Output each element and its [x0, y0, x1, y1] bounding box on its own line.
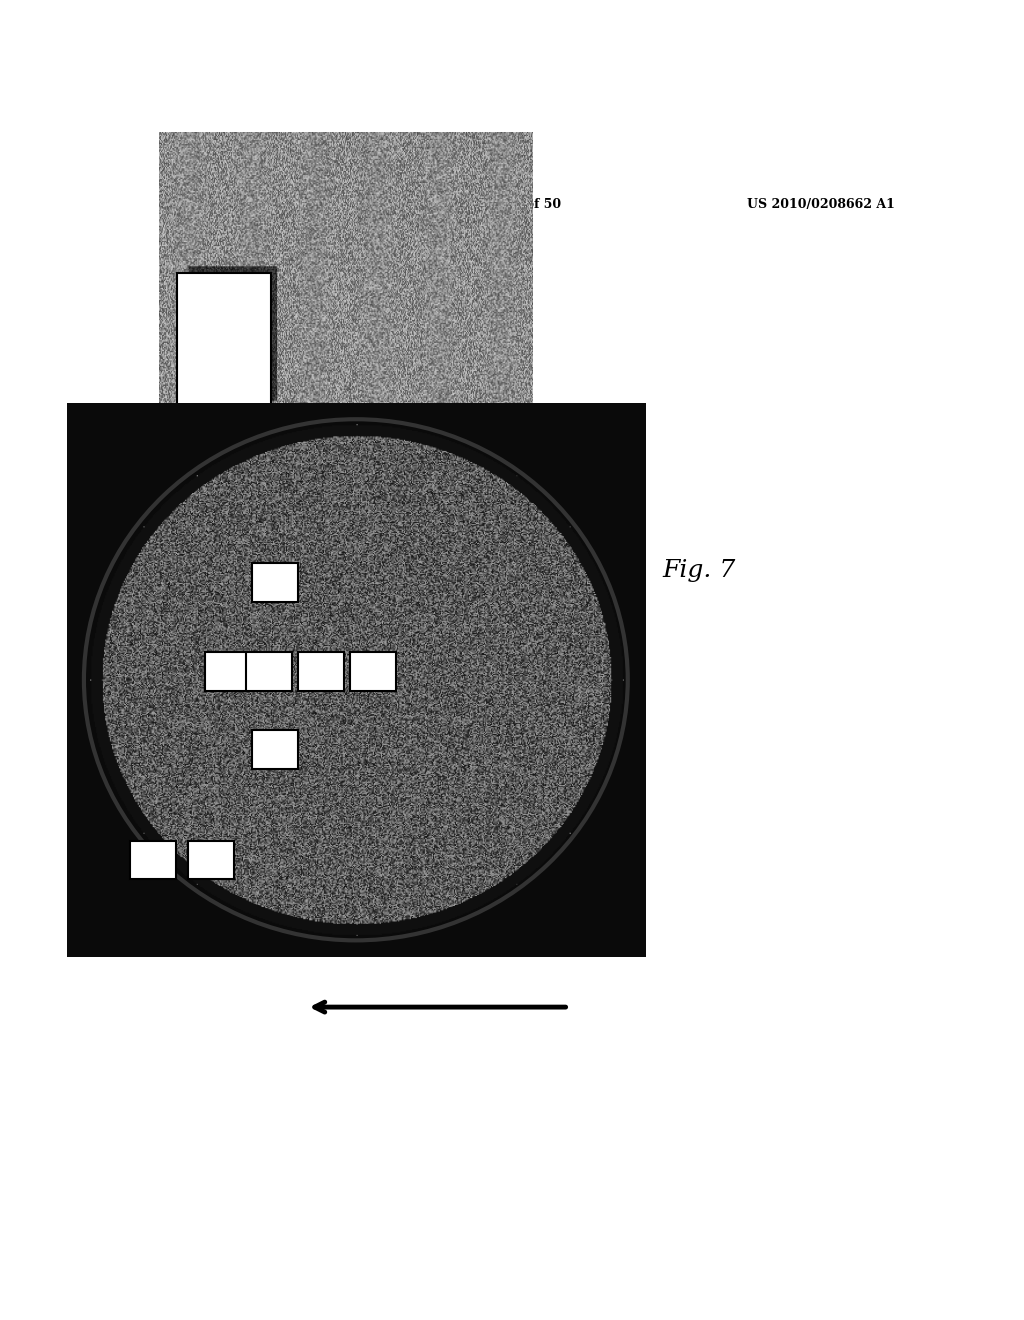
Bar	[350, 652, 396, 690]
Bar	[252, 564, 298, 602]
Bar	[177, 273, 270, 414]
Text: Fig. 7: Fig. 7	[663, 558, 736, 582]
Bar	[188, 841, 234, 879]
Text: Patent Application Publication: Patent Application Publication	[191, 198, 407, 211]
Text: You are here but you become locally connected there: You are here but you become locally conn…	[567, 450, 585, 883]
Text: US 2010/0208662 A1: US 2010/0208662 A1	[748, 198, 895, 211]
Bar	[130, 841, 176, 879]
Bar	[252, 730, 298, 768]
Text: Aug. 19, 2010  Sheet 7 of 50: Aug. 19, 2010 Sheet 7 of 50	[361, 198, 561, 211]
Bar	[246, 652, 292, 690]
Bar	[298, 652, 344, 690]
Bar	[206, 652, 252, 690]
